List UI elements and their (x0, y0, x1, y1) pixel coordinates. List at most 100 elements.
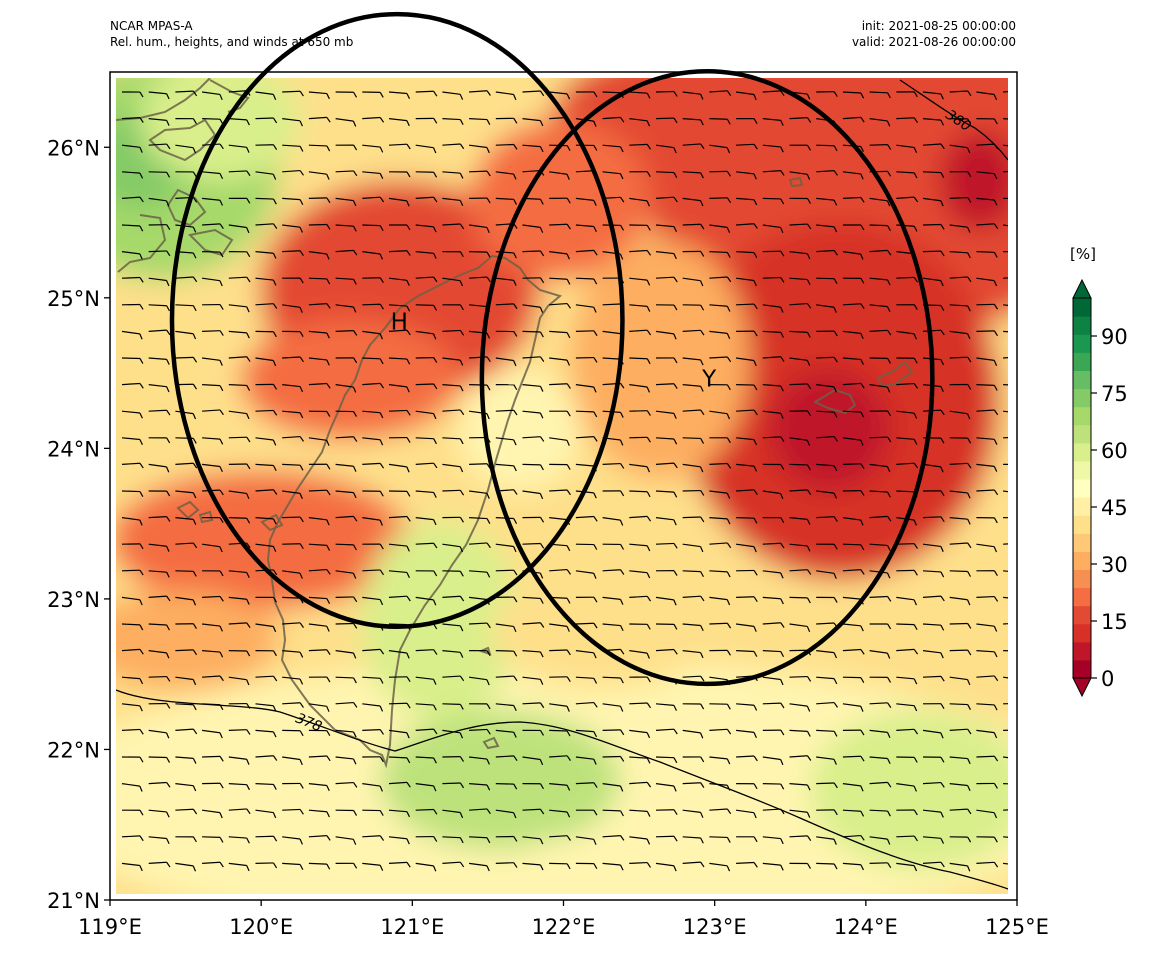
wind-barb (495, 357, 517, 367)
wind-barb (282, 756, 303, 766)
wind-barb (629, 384, 651, 393)
humidity-region (570, 240, 750, 480)
wind-barb (255, 357, 277, 367)
wind-barb (1003, 436, 1008, 439)
wind-barb (228, 570, 250, 578)
wind-barb (789, 755, 812, 761)
wind-barb (682, 409, 705, 416)
wind-barb (388, 357, 411, 365)
wind-barb (362, 783, 383, 792)
wind-barb (308, 330, 330, 339)
wind-barb (121, 224, 144, 232)
wind-barb (255, 251, 277, 259)
wind-barb (976, 623, 998, 632)
wind-barb (362, 569, 385, 576)
wind-barb (522, 516, 545, 523)
wind-barb (522, 756, 544, 766)
wind-barb (335, 729, 357, 738)
wind-barb (335, 463, 357, 472)
wind-barb (148, 143, 171, 150)
wind-barb (148, 171, 171, 178)
wind-barb (789, 835, 812, 842)
wind-barb (655, 357, 678, 364)
wind-barb (522, 650, 544, 658)
wind-barb (736, 809, 757, 819)
wind-barb (896, 224, 918, 232)
wind-barb (442, 756, 465, 762)
wind-barb (415, 783, 437, 792)
humidity-region (940, 130, 1008, 230)
wind-barb (976, 357, 998, 366)
wind-barb (228, 356, 251, 362)
wind-barb (869, 676, 892, 683)
wind-barb (148, 836, 170, 845)
wind-barb (389, 224, 411, 231)
wind-barb (949, 649, 972, 656)
wind-barb (202, 861, 224, 868)
wind-barb (949, 596, 971, 606)
wind-barb (549, 383, 571, 389)
wind-barb (522, 436, 545, 442)
wind-barb (308, 783, 330, 792)
wind-barb (896, 623, 918, 631)
wind-barb (682, 703, 705, 710)
wind-barb (495, 862, 518, 868)
wind-barb (869, 756, 891, 764)
wind-barb (308, 303, 331, 309)
colorbar-segment (1073, 623, 1091, 643)
wind-barb (495, 543, 517, 553)
wind-barb (709, 862, 731, 872)
wind-barb (709, 517, 731, 525)
wind-barb (949, 330, 971, 340)
wind-barb (469, 517, 491, 524)
wind-barb (602, 676, 624, 684)
wind-barb (736, 782, 758, 790)
wind-barb (175, 649, 198, 656)
wind-barb (415, 596, 437, 606)
wind-barb (415, 756, 437, 764)
wind-barb (736, 357, 757, 367)
wind-barb (228, 436, 251, 443)
wind-barb (682, 250, 705, 257)
wind-barb (255, 729, 277, 738)
wind-barb (736, 223, 758, 229)
wind-barb (282, 304, 303, 313)
wind-barb (816, 676, 838, 685)
wind-barb (629, 463, 651, 473)
wind-barb (976, 330, 999, 337)
wind-barb (762, 596, 784, 605)
wind-barb (949, 144, 971, 154)
wind-barb (469, 676, 490, 686)
wind-barb (1003, 596, 1008, 600)
wind-barb (308, 862, 331, 870)
wind-barb (121, 676, 144, 685)
wind-barb (736, 437, 758, 446)
wind-barb (816, 862, 838, 870)
wind-barb (388, 729, 410, 739)
colorbar-segment (1073, 352, 1091, 371)
wind-barb (228, 118, 250, 126)
wind-barb (228, 170, 251, 177)
wind-barb (388, 570, 410, 578)
wind-barb (121, 303, 144, 310)
wind-barb (736, 277, 757, 287)
wind-barb (736, 729, 757, 738)
wind-barb (522, 490, 544, 500)
wind-barb (736, 171, 757, 180)
wind-barb (789, 623, 811, 633)
wind-barb (789, 357, 811, 366)
wind-barb (469, 144, 490, 154)
wind-barb (629, 570, 651, 579)
wind-barb (442, 357, 464, 366)
lon-tick-label: 123°E (683, 915, 747, 939)
wind-barb (362, 171, 384, 179)
wind-barb (976, 755, 999, 762)
wind-barb (949, 728, 972, 735)
colorbar-segment (1073, 334, 1091, 353)
region-label-y: Y (701, 367, 717, 393)
wind-barb (255, 650, 277, 657)
wind-barb (1003, 702, 1008, 705)
wind-barb (388, 171, 411, 178)
wind-barb (816, 330, 838, 337)
wind-barb (362, 648, 385, 655)
